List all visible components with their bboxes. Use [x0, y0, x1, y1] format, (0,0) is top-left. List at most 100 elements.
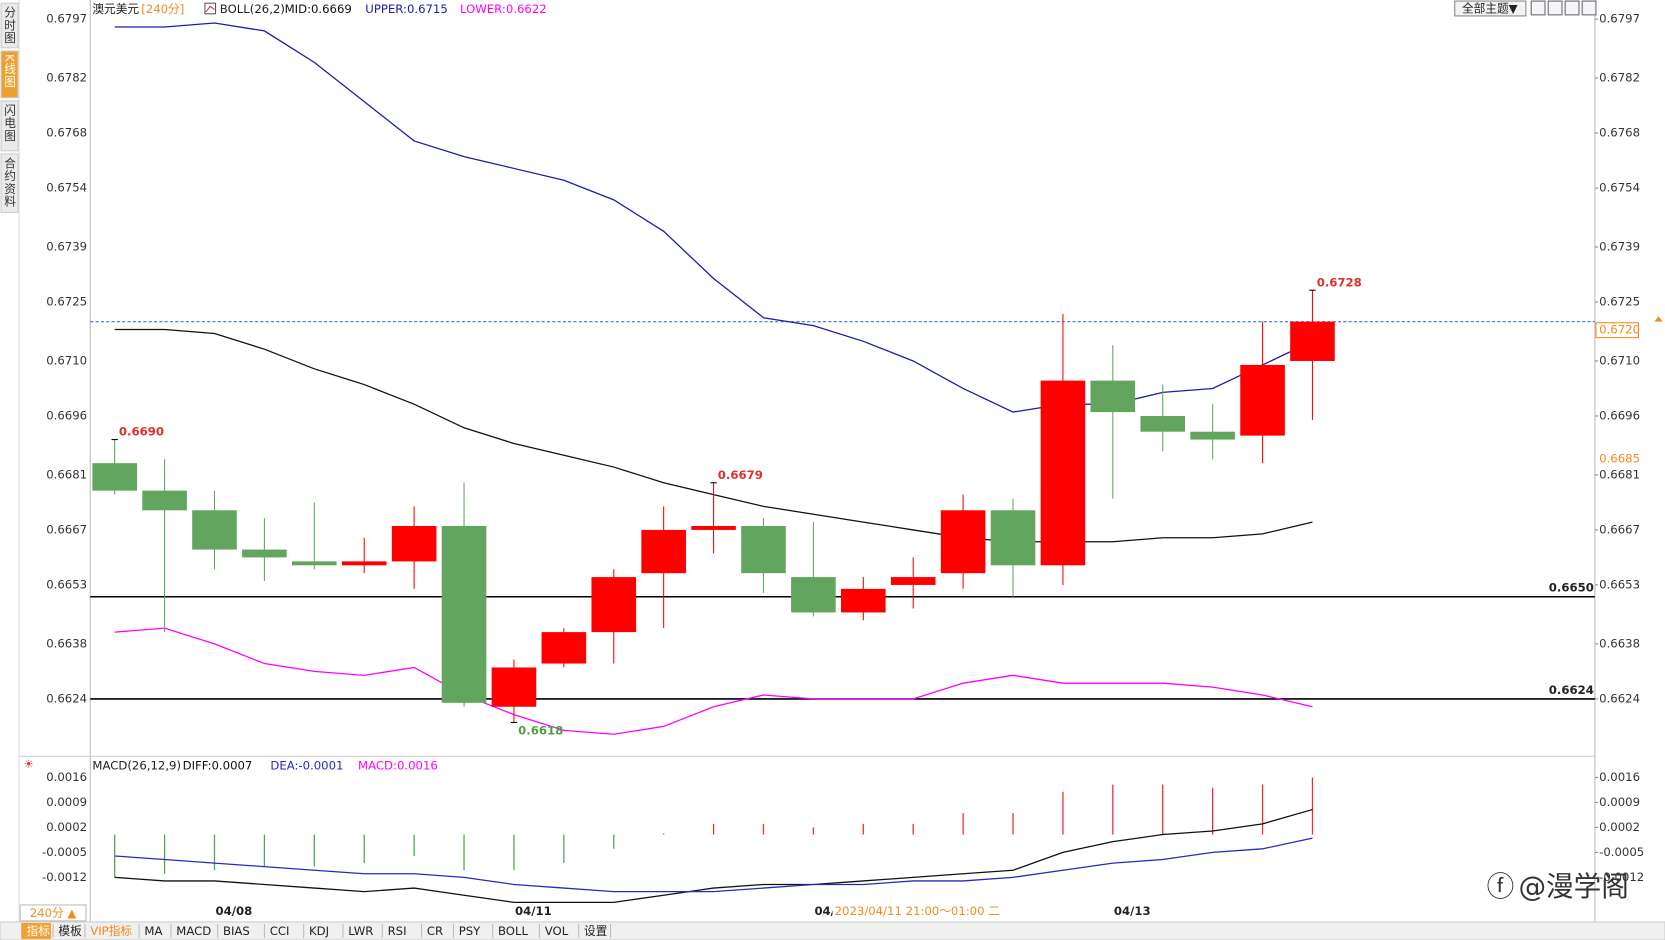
sidebar-tab[interactable] [0, 50, 19, 99]
toolbar-item[interactable]: 模板 [58, 924, 82, 938]
period-button-label[interactable]: 240分 ▲ [30, 906, 77, 920]
toolbar-item[interactable]: LWR [348, 924, 373, 938]
y-tick-label-right: 0.6768 [1599, 126, 1640, 140]
y-tick-label: 0.0002 [46, 820, 87, 834]
boll-icon-glyph [205, 5, 215, 13]
candle-body [791, 577, 836, 613]
y-tick-label: 0.6696 [46, 408, 87, 422]
candle-body [92, 463, 137, 491]
y-tick-label: -0.0012 [42, 870, 87, 884]
theme-button[interactable] [1454, 0, 1527, 17]
y-tick-label: 0.6739 [46, 240, 87, 254]
sidebar-tab-label[interactable]: 合约资料 [3, 156, 17, 208]
low-label: 0.6618 [518, 723, 563, 737]
candle-body [940, 510, 986, 574]
tooltip-box [832, 903, 1001, 920]
y-tick-label-right: 0.6782 [1599, 71, 1640, 85]
toolbar-active[interactable] [21, 923, 51, 939]
y-tick-label: 0.6710 [46, 353, 87, 367]
toolbar-item[interactable]: CR [427, 924, 443, 938]
y-tick-label-right: 0.6725 [1599, 295, 1640, 309]
boll-icon[interactable] [204, 2, 217, 15]
sidebar-tab[interactable] [0, 2, 19, 49]
candle-body [292, 561, 337, 566]
candle-body [1290, 321, 1335, 361]
y-tick-label: 0.0009 [46, 795, 87, 809]
candle-body [192, 510, 237, 550]
toolbar-item[interactable]: MACD [176, 924, 211, 938]
y-tick-label: 0.6667 [46, 522, 87, 536]
macd-icon[interactable]: ☀ [23, 757, 33, 771]
last-price-arrow [1654, 316, 1663, 322]
candle-body [391, 526, 437, 562]
level-label: 0.6650 [1549, 581, 1594, 595]
tooltip: 2023/04/11 21:00～01:00 二 [835, 904, 1001, 918]
macd-title: MACD(26,12,9) [92, 758, 181, 772]
toolbar-item[interactable]: PSY [459, 924, 481, 938]
sidebar-tab[interactable] [0, 153, 19, 213]
y-tick-label-right: 0.0002 [1599, 820, 1640, 834]
toolbar-item[interactable]: MA [144, 924, 162, 938]
candle-body [142, 490, 187, 511]
toolbar-item[interactable]: RSI [388, 924, 407, 938]
toolbar-item[interactable]: VIP指标 [90, 924, 132, 938]
y-tick-label-right: 0.6638 [1599, 636, 1640, 650]
theme-button-label[interactable]: 全部主题▼ [1462, 2, 1518, 16]
legend-entry: LOWER:0.6622 [460, 2, 547, 16]
x-tick-label: 04/ [814, 904, 835, 918]
candle-body [441, 526, 487, 703]
y-tick-label: 0.6754 [46, 181, 87, 195]
period: [240分] [141, 2, 184, 16]
y-tick-label-right: 0.6754 [1599, 181, 1640, 195]
candle-body [990, 510, 1036, 566]
high-label: 0.6679 [718, 468, 763, 482]
toolbar-item[interactable]: BOLL [498, 924, 528, 938]
y-tick-label-right: -0.0005 [1599, 845, 1644, 859]
candle-body [491, 667, 537, 707]
y-tick-label: 0.6638 [46, 636, 87, 650]
candle-body [1190, 431, 1235, 440]
candle-body [242, 549, 287, 558]
y-tick-label: 0.0016 [46, 770, 87, 784]
y-tick-label-right: 0.6739 [1599, 240, 1640, 254]
high-label: 0.6690 [119, 425, 164, 439]
y-tick-label: 0.6797 [46, 12, 87, 26]
watermark-logo: ⓕ [1487, 870, 1515, 903]
candle-body [691, 526, 736, 530]
toolbar-item[interactable]: 设置 [584, 924, 608, 938]
symbol: 澳元美元 [92, 2, 139, 16]
toolbar-item[interactable]: KDJ [309, 924, 329, 938]
last-price-label: 0.6720 [1599, 323, 1640, 337]
toolbar-item[interactable]: BIAS [223, 924, 250, 938]
candle-body [741, 526, 786, 574]
candle-body [1090, 380, 1136, 413]
window-icons[interactable] [1530, 0, 1597, 16]
sidebar-tab-label[interactable]: K线图 [3, 54, 17, 88]
y-tick-label: 0.6768 [46, 126, 87, 140]
sidebar-tab[interactable] [0, 100, 19, 152]
candle-body [591, 577, 637, 633]
period-button[interactable] [19, 904, 87, 922]
x-tick-label: 04/11 [515, 904, 552, 918]
toolbar-item[interactable]: CCI [270, 924, 290, 938]
toolbar-item[interactable]: 指标 [27, 924, 51, 938]
y-tick-label-right: 0.0016 [1599, 770, 1640, 784]
watermark: @漫学阁 [1518, 870, 1628, 903]
x-tick-label: 04/08 [216, 904, 253, 918]
legend-entry: MID:0.6669 [285, 2, 352, 16]
candle-body [1140, 415, 1186, 432]
y-tick-label-right: 0.6624 [1599, 691, 1640, 705]
y-tick-label-right: 0.6653 [1599, 577, 1640, 591]
y-tick-label: 0.6624 [46, 691, 87, 705]
sidebar-tab-label[interactable]: 分时图 [3, 6, 17, 44]
candle-body [840, 588, 886, 613]
candle-body [541, 632, 587, 664]
sidebar-tab-label[interactable]: 闪电图 [3, 103, 17, 142]
candle-body [641, 529, 686, 574]
marker-label: 0.6685 [1599, 452, 1640, 466]
indicator-line [114, 837, 1313, 893]
toolbar-item[interactable]: VOL [545, 924, 569, 938]
y-tick-label: 0.6681 [46, 467, 87, 481]
